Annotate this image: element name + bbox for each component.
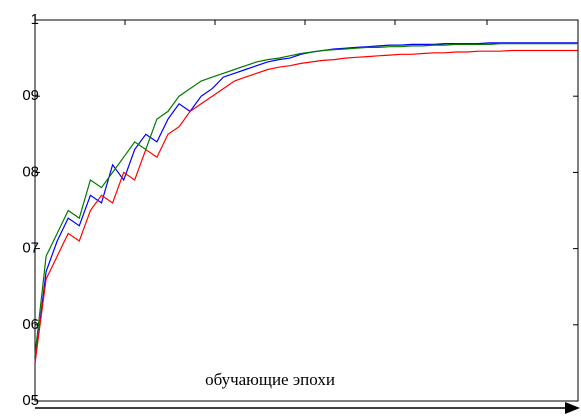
top-ticks <box>124 20 488 25</box>
y-tick-label: 05 <box>22 392 39 409</box>
y-tick-label: 07 <box>22 240 39 257</box>
x-axis-title: обучающие эпохи <box>205 370 335 389</box>
y-tick-label: 08 <box>22 163 39 180</box>
series-line <box>34 49 578 363</box>
y-tick-label: 1 <box>31 11 39 28</box>
y-tick-label: 06 <box>22 316 39 333</box>
y-tick-label: 09 <box>22 87 39 104</box>
series-line <box>34 42 578 363</box>
arrow-head <box>565 402 580 414</box>
plot-frame <box>34 19 579 402</box>
series-line <box>34 42 578 356</box>
